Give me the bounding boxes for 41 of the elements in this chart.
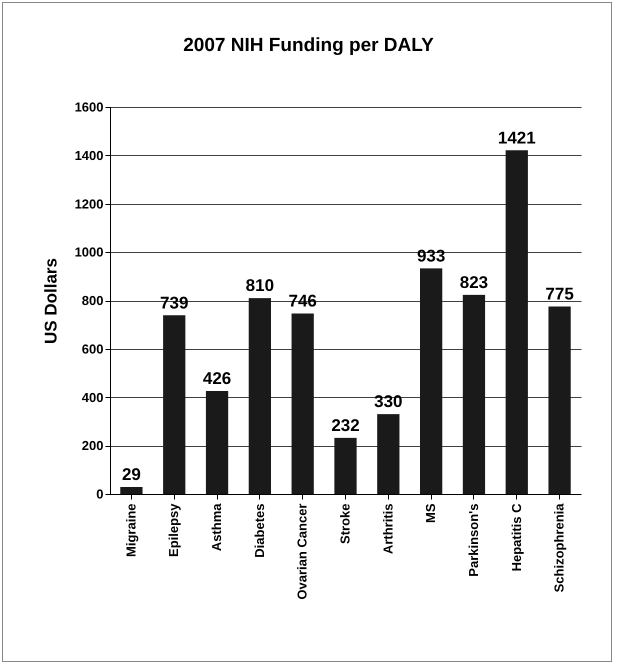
bar	[334, 438, 357, 494]
y-tick-label: 200	[82, 438, 104, 454]
x-tick-label: Ovarian Cancer	[294, 504, 310, 600]
x-tick-label: Schizophrenia	[552, 502, 567, 592]
y-tick-label: 1000	[74, 244, 104, 260]
y-tick-label: 0	[96, 486, 104, 502]
data-label: 426	[202, 368, 232, 388]
x-tick-label: Diabetes	[252, 504, 267, 558]
x-tick-label: MS	[423, 503, 438, 523]
bar	[506, 150, 528, 494]
y-tick-label: 1200	[74, 196, 104, 212]
x-tick-label: Stroke	[338, 504, 352, 544]
y-tick-label: 1400	[74, 148, 104, 163]
x-tick-label: Parkinson's	[466, 504, 481, 577]
bar	[420, 268, 442, 494]
y-tick-label: 600	[82, 341, 104, 356]
y-tick-label: 800	[82, 293, 104, 308]
bar	[248, 298, 271, 494]
bar	[462, 294, 486, 494]
x-tick-label: Migraine	[123, 504, 138, 557]
data-label: 1421	[498, 128, 536, 148]
bar	[377, 414, 400, 494]
bar	[548, 306, 571, 494]
bar	[163, 315, 186, 494]
data-label: 775	[545, 284, 574, 304]
x-tick-label: Arthritis	[380, 504, 396, 554]
data-label: 823	[460, 272, 488, 292]
data-label: 232	[331, 416, 360, 435]
x-tick-label: Hepatitis C	[508, 502, 524, 572]
y-tick-label: 1600	[74, 100, 104, 114]
bar	[120, 486, 143, 494]
y-tick-label: 400	[82, 390, 104, 405]
x-tick-label: Epilepsy	[166, 502, 182, 557]
data-label: 29	[122, 464, 141, 484]
x-tick-label: Asthma	[209, 502, 224, 552]
bar	[292, 314, 314, 494]
bar	[206, 390, 228, 494]
chart-title: 2007 NIH Funding per DALY	[183, 35, 434, 56]
y-axis-title: US Dollars	[42, 258, 61, 344]
data-label: 810	[246, 276, 274, 296]
data-label: 330	[374, 392, 403, 412]
